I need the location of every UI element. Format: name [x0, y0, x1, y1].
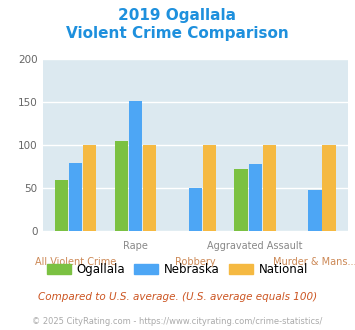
Bar: [143, 145, 156, 231]
Bar: [248, 164, 262, 231]
Bar: [115, 141, 128, 231]
Text: Violent Crime Comparison: Violent Crime Comparison: [66, 26, 289, 41]
Bar: [129, 101, 142, 231]
Text: © 2025 CityRating.com - https://www.cityrating.com/crime-statistics/: © 2025 CityRating.com - https://www.city…: [32, 317, 323, 326]
Bar: [83, 145, 96, 231]
Text: 2019 Ogallala: 2019 Ogallala: [119, 8, 236, 23]
Legend: Ogallala, Nebraska, National: Ogallala, Nebraska, National: [42, 258, 313, 281]
Bar: [263, 145, 276, 231]
Text: Compared to U.S. average. (U.S. average equals 100): Compared to U.S. average. (U.S. average …: [38, 292, 317, 302]
Bar: [69, 163, 82, 231]
Text: All Violent Crime: All Violent Crime: [35, 257, 116, 267]
Text: Robbery: Robbery: [175, 257, 215, 267]
Text: Rape: Rape: [123, 241, 148, 251]
Bar: [203, 145, 216, 231]
Bar: [55, 180, 68, 231]
Bar: [308, 190, 322, 231]
Text: Murder & Mans...: Murder & Mans...: [273, 257, 355, 267]
Bar: [234, 169, 248, 231]
Bar: [189, 188, 202, 231]
Bar: [322, 145, 335, 231]
Text: Aggravated Assault: Aggravated Assault: [207, 241, 303, 251]
